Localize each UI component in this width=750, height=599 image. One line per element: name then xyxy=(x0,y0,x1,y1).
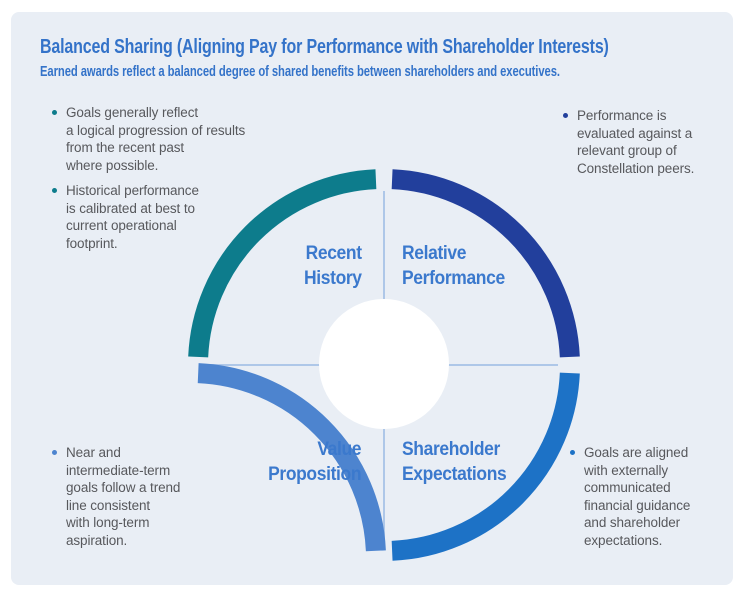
note-text: Goals are aligned with externally commun… xyxy=(584,445,691,548)
arc-shareholder-expectations xyxy=(391,372,580,561)
list-item: Near and intermediate-term goals follow … xyxy=(52,444,242,549)
list-item: Performance is evaluated against a relev… xyxy=(563,107,733,177)
bullet-icon xyxy=(52,450,57,455)
bullet-icon xyxy=(52,110,57,115)
label-recent-history: Recent History xyxy=(304,243,362,289)
notes-relative-performance: Performance is evaluated against a relev… xyxy=(563,107,733,177)
page-subtitle: Earned awards reflect a balanced degree … xyxy=(40,63,560,80)
list-item: Historical performance is calibrated at … xyxy=(52,182,302,252)
notes-value-proposition: Near and intermediate-term goals follow … xyxy=(52,444,242,549)
arc-value-proposition xyxy=(197,363,386,552)
notes-shareholder-expectations: Goals are aligned with externally commun… xyxy=(570,444,740,549)
arc-recent-history xyxy=(188,169,377,358)
note-text: Historical performance is calibrated at … xyxy=(66,183,199,251)
list-item: Goals generally reflect a logical progre… xyxy=(52,104,302,174)
bullet-icon xyxy=(570,450,575,455)
note-text: Near and intermediate-term goals follow … xyxy=(66,445,181,548)
note-text: Performance is evaluated against a relev… xyxy=(577,108,695,176)
wheel-center xyxy=(319,299,449,429)
arc-relative-performance xyxy=(391,169,580,358)
list-item: Goals are aligned with externally commun… xyxy=(570,444,740,549)
bullet-icon xyxy=(563,113,568,118)
notes-recent-history: Goals generally reflect a logical progre… xyxy=(52,104,302,252)
label-value-proposition: Value Proposition xyxy=(267,439,361,485)
bullet-icon xyxy=(52,188,57,193)
label-relative-performance: Relative Performance xyxy=(402,243,505,289)
label-shareholder-expectations: Shareholder Expectations xyxy=(402,439,507,485)
note-text: Goals generally reflect a logical progre… xyxy=(66,105,246,173)
page-title: Balanced Sharing (Aligning Pay for Perfo… xyxy=(40,36,609,58)
